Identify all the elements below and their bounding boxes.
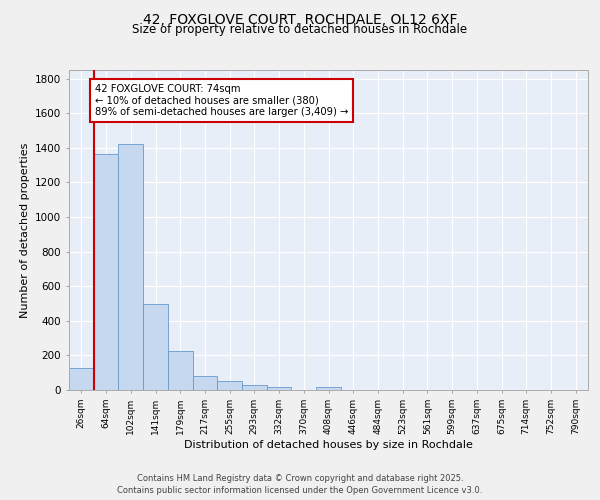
- X-axis label: Distribution of detached houses by size in Rochdale: Distribution of detached houses by size …: [184, 440, 473, 450]
- Bar: [242, 385, 267, 390]
- Text: Size of property relative to detached houses in Rochdale: Size of property relative to detached ho…: [133, 22, 467, 36]
- Bar: [94, 154, 118, 390]
- Text: 42, FOXGLOVE COURT, ROCHDALE, OL12 6XF: 42, FOXGLOVE COURT, ROCHDALE, OL12 6XF: [143, 12, 457, 26]
- Bar: [143, 304, 168, 390]
- Bar: [168, 351, 193, 390]
- Bar: [267, 386, 292, 390]
- Text: Contains HM Land Registry data © Crown copyright and database right 2025.
Contai: Contains HM Land Registry data © Crown c…: [118, 474, 482, 495]
- Text: 42 FOXGLOVE COURT: 74sqm
← 10% of detached houses are smaller (380)
89% of semi-: 42 FOXGLOVE COURT: 74sqm ← 10% of detach…: [95, 84, 349, 117]
- Bar: [193, 376, 217, 390]
- Bar: [118, 144, 143, 390]
- Bar: [69, 368, 94, 390]
- Y-axis label: Number of detached properties: Number of detached properties: [20, 142, 29, 318]
- Bar: [217, 382, 242, 390]
- Bar: [316, 386, 341, 390]
